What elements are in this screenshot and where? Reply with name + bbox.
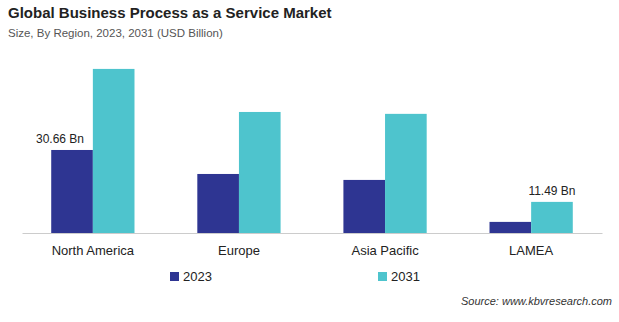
- x-tick: Asia Pacific: [351, 233, 419, 258]
- bar: [343, 180, 385, 233]
- bar: [51, 150, 93, 233]
- bar: [531, 202, 573, 233]
- source: Source: www.kbvresearch.com: [461, 295, 612, 307]
- bar: [197, 174, 239, 233]
- legend-label: 2031: [391, 269, 420, 284]
- x-axis-line: [23, 233, 603, 234]
- data-label: 11.49 Bn: [528, 184, 575, 198]
- legend-label: 2023: [183, 269, 212, 284]
- subtitle: Size, By Region, 2023, 2031 (USD Billion…: [8, 27, 223, 39]
- x-tick-label: North America: [52, 243, 135, 258]
- data-label: 30.66 Bn: [36, 132, 84, 146]
- data-labels: 30.66 Bn 11.49 Bn: [36, 132, 576, 198]
- legend: 2023 2031: [170, 269, 420, 284]
- bar: [93, 69, 135, 233]
- legend-swatch: [378, 272, 387, 281]
- x-tick-label: LAMEA: [509, 243, 553, 258]
- bar: [490, 222, 532, 233]
- x-axis: North America Europe Asia Pacific LAMEA: [23, 233, 603, 258]
- x-tick-label: Asia Pacific: [351, 243, 419, 258]
- bar: [239, 112, 281, 233]
- x-tick: North America: [52, 233, 135, 258]
- bars: [51, 69, 573, 233]
- legend-swatch: [170, 272, 179, 281]
- bar: [385, 114, 427, 233]
- x-tick: Europe: [218, 233, 260, 258]
- chart: Global Business Process as a Service Mar…: [0, 0, 619, 322]
- x-tick-label: Europe: [218, 243, 260, 258]
- title: Global Business Process as a Service Mar…: [8, 4, 332, 21]
- x-tick: LAMEA: [509, 233, 553, 258]
